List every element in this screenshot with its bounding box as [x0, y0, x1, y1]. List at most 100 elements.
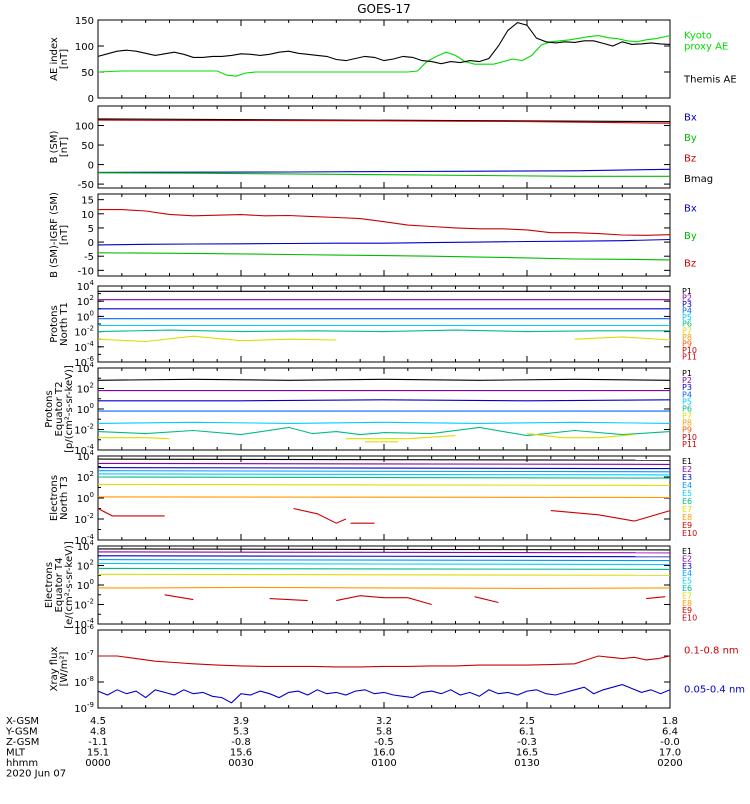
panel-frame: [97, 545, 671, 625]
ephemeris-value: 17.0: [659, 748, 681, 759]
y-axis-label: Equator T2: [54, 382, 65, 437]
series-line: [293, 507, 347, 524]
series-line: [97, 118, 671, 123]
ephemeris-value: -0.8: [231, 737, 251, 748]
legend-entry: P3: [682, 383, 692, 392]
series-line: [97, 329, 670, 333]
x-axis-ephemeris: X-GSM 4.5 3.9 3.2 2.5 1.8 Y-GSM 4.8 5.3 5.8 6.1 6.4…: [5, 716, 683, 780]
ephemeris-value: 15.6: [230, 748, 252, 759]
series-line: [98, 399, 671, 402]
y-tick-label: 104: [77, 539, 95, 553]
series-line: [97, 426, 671, 437]
y-axis-label: North T1: [59, 302, 70, 346]
legend-entry: P1: [682, 369, 692, 378]
panel-xray: 10-9 10-8 10-7 10-6 Xray flux [W/m²] 0.1-0.8 n…: [49, 623, 745, 715]
series-line: [345, 435, 456, 440]
y-axis-label: North T3: [59, 476, 70, 520]
legend-entry: P11: [682, 440, 697, 449]
legend-entry: E4: [682, 481, 692, 490]
panel-bsm: -50 0 50 100 B (SM) [nT] Bx By Bz Bmag: [49, 105, 713, 191]
series-line: [97, 483, 671, 486]
y-axis-label: B (SM)-IGRF (SM): [49, 192, 60, 278]
ephemeris-value: 5.3: [233, 727, 249, 738]
series-line: [97, 378, 671, 381]
series-line: [336, 595, 432, 606]
y-tick-label: 100: [77, 578, 94, 592]
y-tick-label: 104: [77, 449, 95, 463]
plot-date: 2020 Jun 07: [6, 769, 66, 780]
y-axis-label: Equator T4: [54, 558, 65, 613]
legend-entry: Bx: [684, 112, 697, 123]
legend-entry: Bz: [684, 258, 696, 269]
legend-entry: P5: [682, 313, 692, 322]
series-line: [97, 119, 671, 124]
y-tick-label: 50: [81, 141, 94, 152]
legend-entry: P8: [682, 333, 692, 342]
plot-title: GOES-17: [357, 2, 411, 16]
ephemeris-value: 0100: [371, 758, 396, 769]
panel-frame: [97, 105, 671, 189]
ephemeris-row-label: MLT: [6, 748, 26, 759]
ephemeris-value: 2.5: [519, 716, 535, 727]
legend-entry: Themis AE: [683, 75, 737, 86]
series-line: [97, 172, 670, 177]
legend-entry: P5: [682, 397, 692, 406]
y-tick-label: -5: [84, 252, 94, 263]
ephemeris-value: -0.5: [374, 737, 394, 748]
series-line: [97, 421, 671, 424]
series-line: [97, 168, 671, 173]
ephemeris-row-label: Y-GSM: [5, 727, 38, 738]
legend-entry: E9: [682, 606, 692, 615]
y-tick-label: 10-2: [74, 512, 94, 526]
legend-entry: proxy AE: [684, 42, 728, 53]
ephemeris-value: 3.2: [376, 716, 392, 727]
ephemeris-value: 0000: [85, 758, 110, 769]
series-line: [97, 458, 671, 461]
legend-entry: E8: [682, 599, 692, 608]
y-axis-label: Electrons: [44, 562, 55, 608]
legend-entry: P6: [682, 404, 692, 413]
y-axis-label: Electrons: [49, 475, 60, 521]
ephemeris-value: 1.8: [662, 716, 678, 727]
series-line: [97, 473, 671, 476]
series-line: [97, 555, 671, 558]
y-axis-label: Protons: [49, 305, 60, 342]
y-axis-label: [nT]: [59, 49, 70, 69]
y-tick-label: 104: [77, 279, 95, 293]
y-tick-label: 15: [81, 196, 94, 207]
ephemeris-value: 15.1: [87, 748, 109, 759]
series-line: [269, 598, 308, 602]
y-tick-label: 102: [77, 559, 94, 573]
series-line: [97, 573, 671, 576]
series-line: [97, 462, 671, 465]
legend-entry: P8: [682, 419, 692, 428]
ephemeris-value: 0130: [514, 758, 539, 769]
legend-entry: E3: [682, 473, 692, 482]
panel-bsmigrf: -10 -5 0 5 10 15 B (SM)-IGRF (SM) [nT] Bx By Bz: [49, 192, 697, 278]
legend-entry: P2: [682, 294, 692, 303]
series-line: [97, 238, 671, 246]
legend-entry: E1: [682, 547, 692, 556]
ephemeris-value: 6.1: [519, 727, 535, 738]
series-line: [98, 655, 671, 668]
legend-entry: E2: [682, 465, 692, 474]
ephemeris-value: 3.9: [233, 716, 249, 727]
ephemeris-value: 4.5: [90, 716, 106, 727]
legend-entry: P7: [682, 326, 692, 335]
panel-e2: 10-4 10-2 100 102 104 Electrons Equator T4 [e/(…: [44, 539, 697, 631]
y-tick-label: 100: [75, 122, 94, 133]
y-tick-label: 102: [77, 382, 94, 396]
legend-entry: P6: [682, 320, 692, 329]
ephemeris-row-label: hhmm: [6, 758, 38, 769]
legend-entry: E10: [682, 614, 697, 623]
ephemeris-value: 16.0: [373, 748, 395, 759]
legend-entry: P1: [682, 287, 692, 296]
ephemeris-row-label: Z-GSM: [6, 737, 39, 748]
legend-entry: P4: [682, 307, 692, 316]
y-tick-label: 10-4: [74, 533, 94, 547]
series-line: [550, 510, 671, 522]
legend-entry: Bmag: [684, 174, 713, 185]
ephemeris-value: 5.8: [376, 727, 392, 738]
y-tick-label: 102: [77, 470, 94, 484]
